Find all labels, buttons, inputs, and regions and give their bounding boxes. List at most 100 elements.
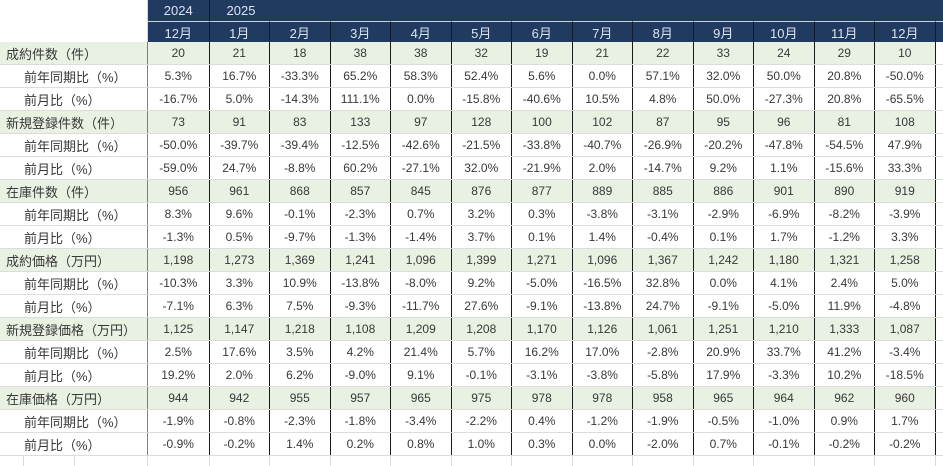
data-cell[interactable]: -3.8% <box>571 364 632 386</box>
data-cell[interactable]: -8.0% <box>390 272 451 294</box>
data-cell[interactable]: 886 <box>692 180 753 202</box>
month-header-cell[interactable]: 9月 <box>692 21 753 42</box>
data-cell[interactable]: 6.2% <box>269 364 330 386</box>
data-cell[interactable]: 18 <box>269 42 330 64</box>
data-cell[interactable]: -20.2% <box>692 134 753 156</box>
data-cell[interactable]: 1,209 <box>390 318 451 340</box>
data-cell[interactable]: 1.7% <box>753 226 814 248</box>
data-cell[interactable]: 901 <box>753 180 814 202</box>
data-cell[interactable]: -1.8% <box>329 410 390 432</box>
data-cell[interactable]: -33.3% <box>269 65 330 87</box>
month-header-cell[interactable]: 2月 <box>269 21 330 42</box>
data-cell[interactable]: 978 <box>511 387 572 409</box>
data-cell[interactable]: 2.0% <box>571 157 632 179</box>
data-cell[interactable]: 111.1% <box>329 88 390 110</box>
data-cell[interactable]: 0.3% <box>511 433 572 455</box>
row-label[interactable]: 成約件数（件） <box>0 42 148 64</box>
data-cell[interactable]: 0.9% <box>813 410 874 432</box>
data-cell[interactable]: 962 <box>813 387 874 409</box>
data-cell[interactable]: -1.4% <box>390 226 451 248</box>
data-cell[interactable]: 97 <box>390 111 451 133</box>
row-label[interactable]: 新規登録件数（件） <box>0 111 148 133</box>
data-cell[interactable]: 889 <box>571 180 632 202</box>
data-cell[interactable]: 1.4% <box>571 226 632 248</box>
data-cell[interactable]: -0.4% <box>632 226 693 248</box>
row-label[interactable]: 前年同期比（%） <box>0 65 148 87</box>
data-cell[interactable]: -16.5% <box>571 272 632 294</box>
data-cell[interactable]: 19 <box>511 42 572 64</box>
data-cell[interactable]: 65.2% <box>329 65 390 87</box>
data-cell[interactable]: -59.0% <box>148 157 209 179</box>
row-label[interactable]: 新規登録価格（万円） <box>0 318 148 340</box>
data-cell[interactable]: 8.3% <box>148 203 209 225</box>
month-header-cell[interactable]: 10月 <box>753 21 814 42</box>
data-cell[interactable]: 57.1% <box>632 65 693 87</box>
data-cell[interactable]: 3.2% <box>450 203 511 225</box>
data-cell[interactable]: -8.2% <box>813 203 874 225</box>
row-label[interactable]: 前月比（%） <box>0 157 148 179</box>
data-cell[interactable]: 3.3% <box>208 272 269 294</box>
data-cell[interactable]: 21 <box>571 42 632 64</box>
data-cell[interactable]: 33.7% <box>753 341 814 363</box>
data-cell[interactable]: 1.7% <box>874 410 935 432</box>
data-cell[interactable]: 38 <box>390 42 451 64</box>
data-cell[interactable]: 24 <box>753 42 814 64</box>
data-cell[interactable]: 1,367 <box>632 249 693 271</box>
data-cell[interactable]: 41.2% <box>813 341 874 363</box>
data-cell[interactable]: 2.5% <box>148 341 209 363</box>
row-label[interactable]: 前年同期比（%） <box>0 341 148 363</box>
data-cell[interactable]: 5.6% <box>511 65 572 87</box>
month-header-cell[interactable]: 8月 <box>632 21 693 42</box>
data-cell[interactable]: 7.5% <box>269 295 330 317</box>
data-cell[interactable]: -12.5% <box>329 134 390 156</box>
data-cell[interactable]: 1,180 <box>753 249 814 271</box>
row-label[interactable]: 前年同期比（%） <box>0 410 148 432</box>
month-header-cell[interactable]: 6月 <box>511 21 572 42</box>
data-cell[interactable]: -0.2% <box>208 433 269 455</box>
data-cell[interactable]: 102 <box>571 111 632 133</box>
data-cell[interactable]: 11.9% <box>813 295 874 317</box>
data-cell[interactable]: 1,061 <box>632 318 693 340</box>
data-cell[interactable]: -39.7% <box>208 134 269 156</box>
data-cell[interactable]: -2.8% <box>632 341 693 363</box>
data-cell[interactable]: -1.3% <box>329 226 390 248</box>
data-cell[interactable]: 2.0% <box>208 364 269 386</box>
data-cell[interactable]: 52.4% <box>450 65 511 87</box>
data-cell[interactable]: 1,096 <box>390 249 451 271</box>
data-cell[interactable]: 21 <box>208 42 269 64</box>
data-cell[interactable]: 0.7% <box>390 203 451 225</box>
data-cell[interactable]: 32 <box>450 42 511 64</box>
data-cell[interactable]: 87 <box>632 111 693 133</box>
data-cell[interactable]: -33.8% <box>511 134 572 156</box>
data-cell[interactable]: 32.0% <box>692 65 753 87</box>
data-cell[interactable]: -9.3% <box>329 295 390 317</box>
data-cell[interactable]: 1,210 <box>753 318 814 340</box>
data-cell[interactable]: -0.1% <box>269 203 330 225</box>
data-cell[interactable]: -3.1% <box>511 364 572 386</box>
data-cell[interactable]: 0.4% <box>511 410 572 432</box>
data-cell[interactable]: 1,125 <box>148 318 209 340</box>
data-cell[interactable]: 965 <box>390 387 451 409</box>
data-cell[interactable]: 1,369 <box>269 249 330 271</box>
data-cell[interactable]: 0.5% <box>208 226 269 248</box>
data-cell[interactable]: -3.9% <box>874 203 935 225</box>
data-cell[interactable]: -27.3% <box>753 88 814 110</box>
data-cell[interactable]: 0.3% <box>511 203 572 225</box>
month-header-cell[interactable]: 4月 <box>390 21 451 42</box>
data-cell[interactable]: 877 <box>511 180 572 202</box>
data-cell[interactable]: 27.6% <box>450 295 511 317</box>
month-header-cell[interactable]: 3月 <box>329 21 390 42</box>
data-cell[interactable]: 0.2% <box>329 433 390 455</box>
data-cell[interactable]: -0.5% <box>692 410 753 432</box>
data-cell[interactable]: 1,096 <box>571 249 632 271</box>
data-cell[interactable]: 108 <box>874 111 935 133</box>
data-cell[interactable]: 0.1% <box>692 226 753 248</box>
data-cell[interactable]: -13.8% <box>571 295 632 317</box>
data-cell[interactable]: -15.6% <box>813 157 874 179</box>
data-cell[interactable]: -0.2% <box>874 433 935 455</box>
data-cell[interactable]: -14.7% <box>632 157 693 179</box>
data-cell[interactable]: 20.8% <box>813 88 874 110</box>
data-cell[interactable]: 0.7% <box>692 433 753 455</box>
data-cell[interactable]: 4.2% <box>329 341 390 363</box>
year-cell-2024[interactable]: 2024 <box>148 0 209 21</box>
